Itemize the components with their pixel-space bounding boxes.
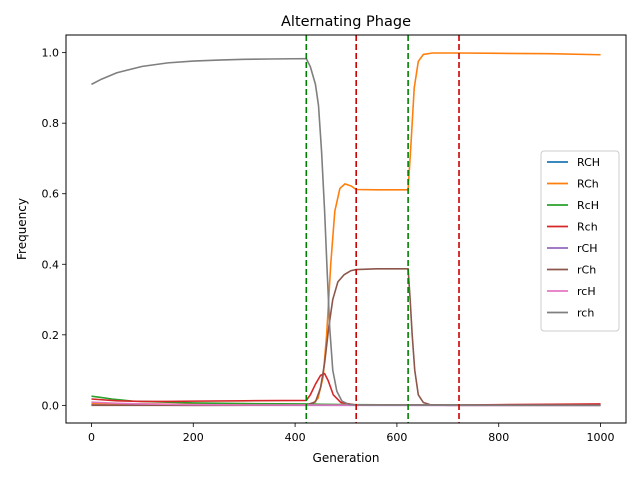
legend-label: RcH: [577, 199, 599, 212]
y-tick-label: 0.6: [42, 188, 60, 201]
series-line-rch: [91, 57, 601, 407]
x-tick-label: 200: [183, 431, 204, 444]
x-tick-label: 400: [285, 431, 306, 444]
y-tick-label: 0.2: [42, 329, 60, 342]
legend-label: rcH: [577, 285, 596, 298]
legend-label: RCH: [577, 156, 600, 169]
legend-label: rCH: [577, 242, 597, 255]
legend-box: [540, 150, 620, 332]
legend-label: rch: [577, 307, 594, 320]
x-tick-label: 800: [488, 431, 509, 444]
plot-area: [91, 35, 601, 423]
chart-title: Alternating Phage: [281, 14, 411, 30]
legend: RCH RCh RcH Rch rCH rCh rcH rch: [540, 150, 620, 332]
y-tick-label: 0.8: [42, 117, 60, 130]
y-axis-label: Frequency: [15, 198, 29, 260]
y-tick-label: 0.0: [42, 399, 60, 412]
legend-label: Rch: [577, 221, 598, 234]
x-axis-label: Generation: [313, 451, 380, 465]
axes-frame: [65, 34, 627, 424]
x-axis: 0 200 400 600 800 1000: [88, 423, 615, 444]
x-tick-label: 600: [386, 431, 407, 444]
y-tick-label: 0.4: [42, 258, 60, 271]
x-tick-label: 0: [88, 431, 95, 444]
y-axis: 0.0 0.2 0.4 0.6 0.8 1.0: [42, 47, 66, 412]
legend-label: rCh: [577, 264, 596, 277]
legend-label: RCh: [577, 178, 599, 191]
y-tick-label: 1.0: [42, 47, 60, 60]
x-tick-label: 1000: [587, 431, 615, 444]
